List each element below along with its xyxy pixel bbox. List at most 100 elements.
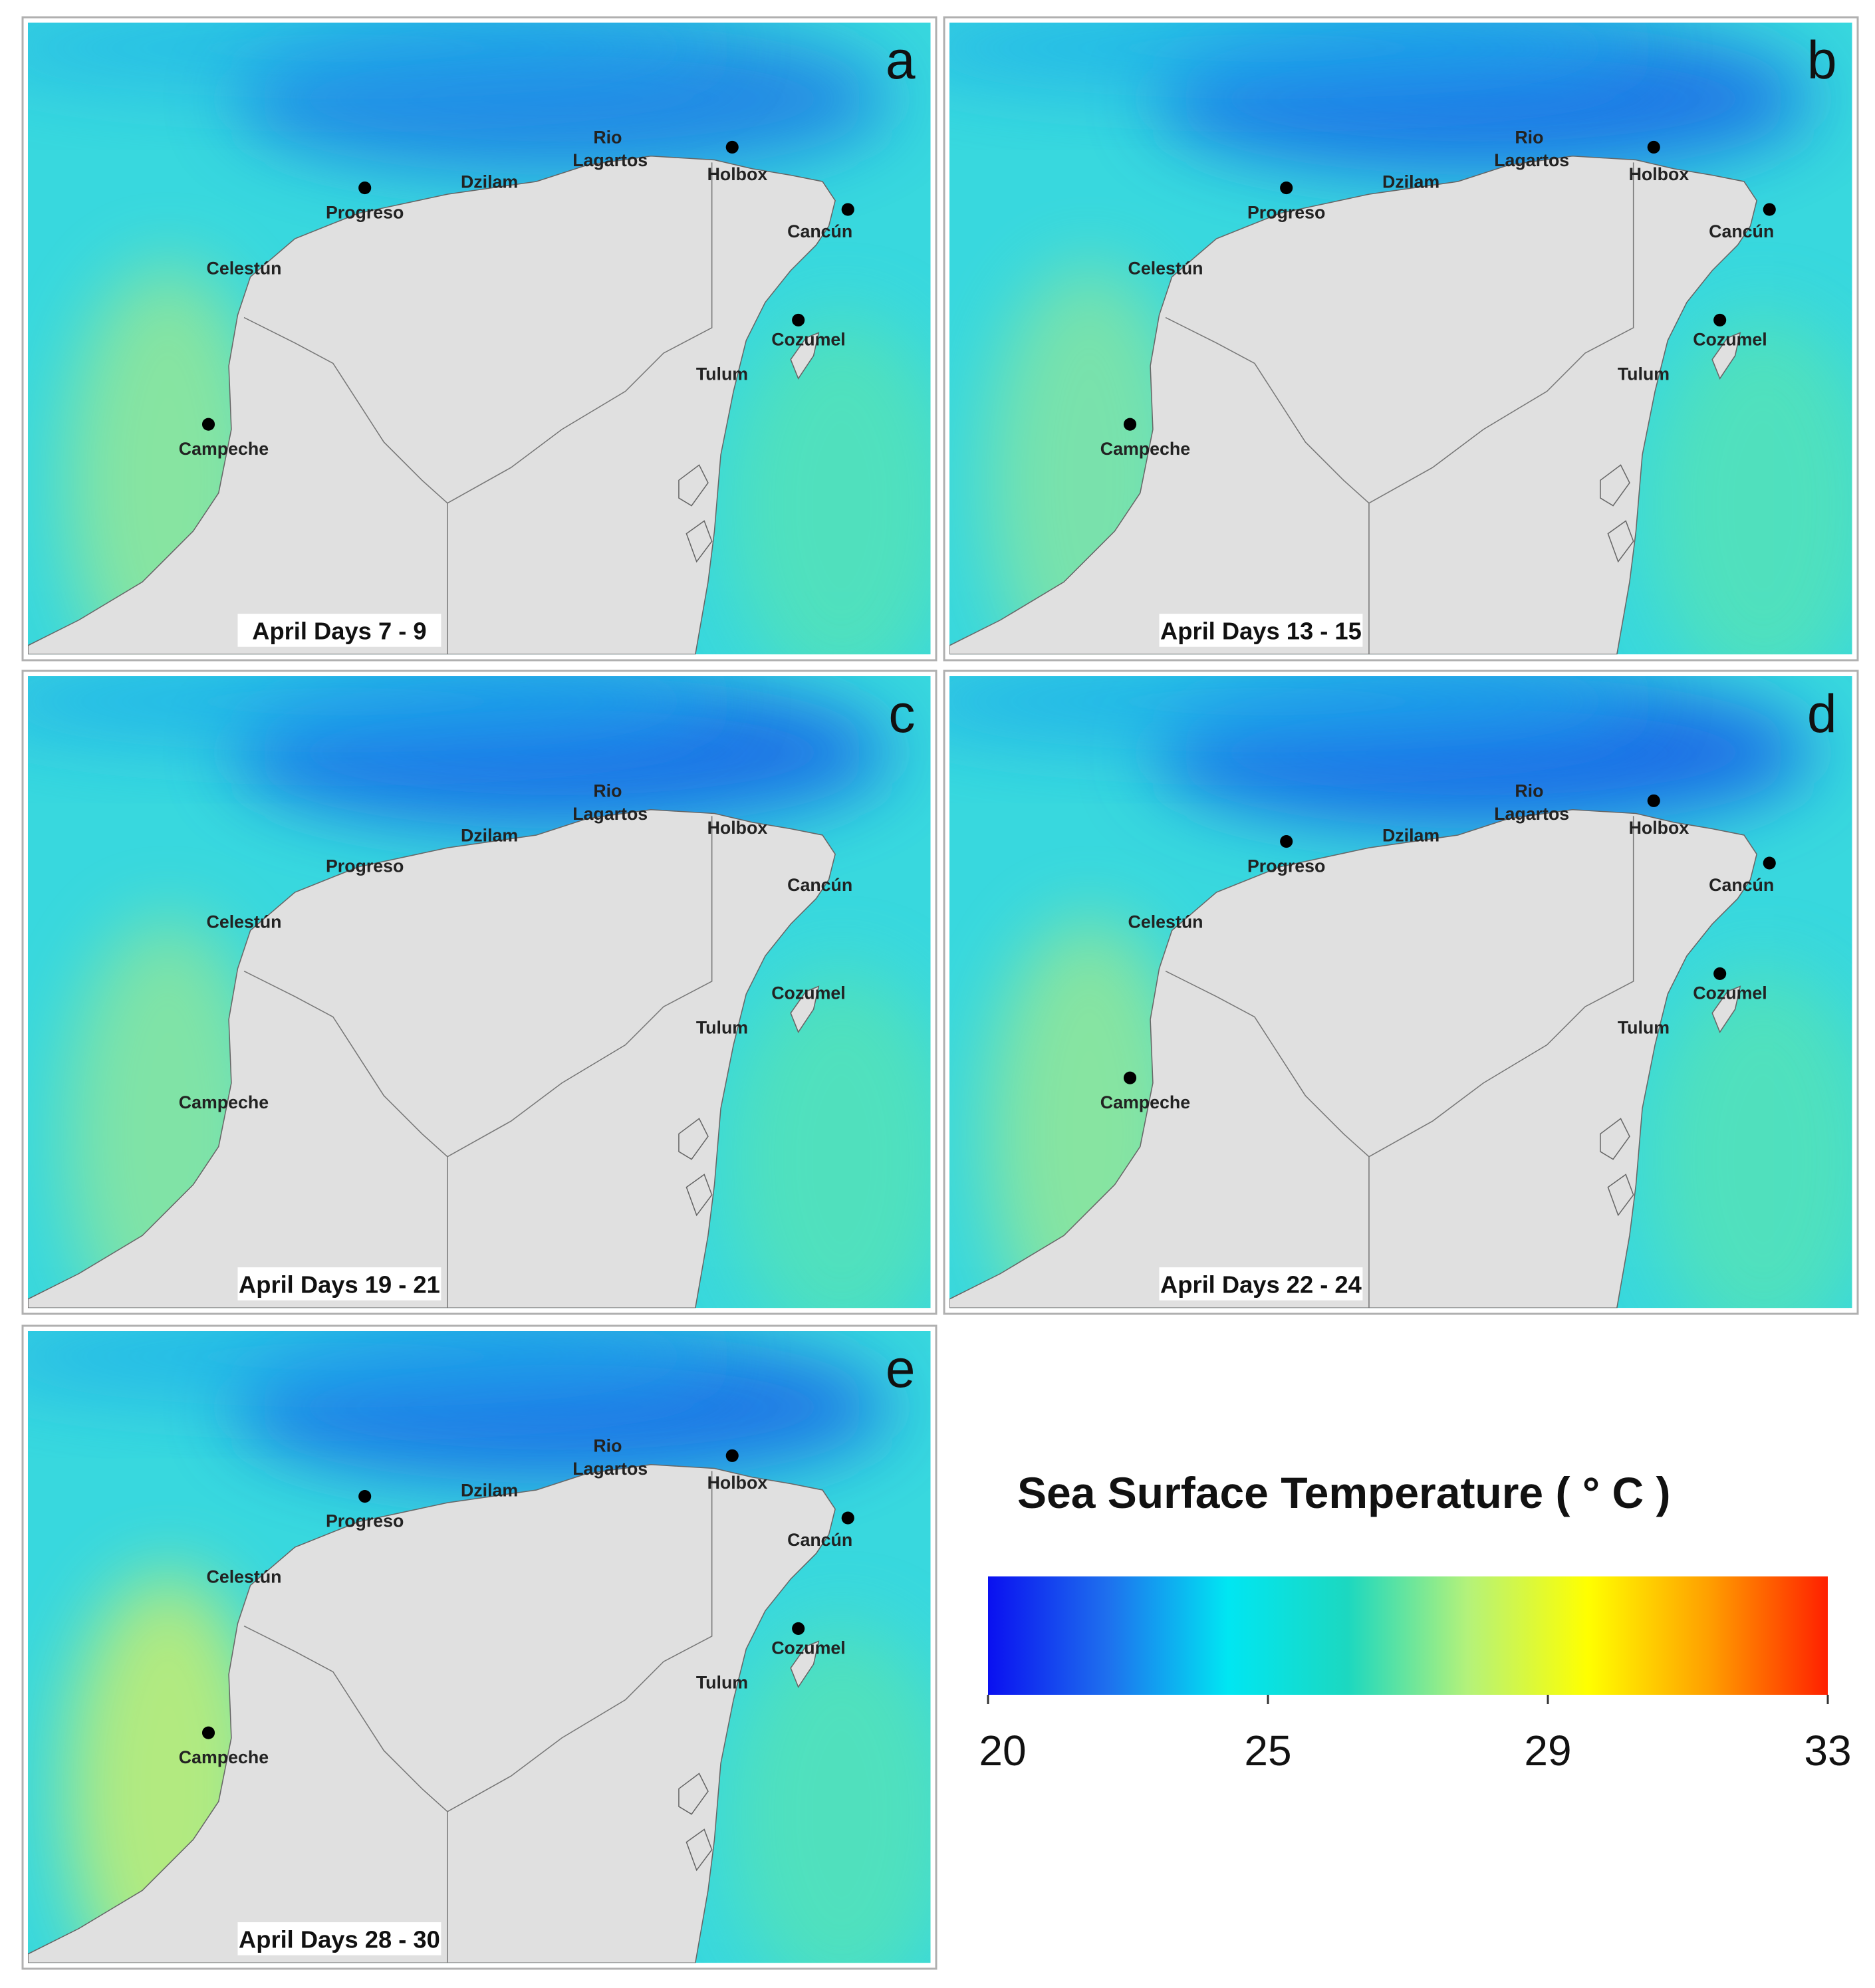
place-label: Cozumel — [1693, 330, 1767, 350]
island — [1600, 1118, 1630, 1160]
panel-letter: b — [1807, 31, 1837, 90]
place-label: Cancún — [787, 875, 852, 895]
city-dot — [1647, 794, 1660, 807]
panel-frame — [943, 670, 1859, 1315]
cool-water — [28, 23, 727, 99]
place-label: Tulum — [1618, 1017, 1670, 1037]
city-dot — [725, 140, 739, 154]
place-label: Cozumel — [771, 983, 845, 1003]
place-label: Tulum — [696, 364, 748, 384]
place-label: Campeche — [179, 1747, 269, 1767]
place-label: Holbox — [707, 1473, 768, 1493]
place-label: Holbox — [707, 818, 768, 838]
land — [949, 155, 1757, 655]
place-label: Campeche — [1100, 1092, 1190, 1112]
island — [1711, 985, 1741, 1033]
mild-water — [727, 1623, 931, 1963]
map-panel: RioLagartosHolboxProgresoDzilamCancúnCel… — [28, 23, 931, 655]
place-label: Lagartos — [572, 1459, 648, 1479]
place-label: Holbox — [1629, 818, 1689, 838]
island — [686, 1828, 713, 1872]
place-label: Cozumel — [1693, 983, 1767, 1003]
state-border — [243, 316, 448, 504]
map-panel: Rio Lagartos Holbox Progreso Dzilam Cancún Cel… — [28, 676, 931, 1308]
land — [28, 808, 836, 1308]
place-label: Tulum — [696, 1017, 748, 1037]
land — [28, 1463, 836, 1963]
place-label: Dzilam — [1382, 172, 1439, 192]
land — [949, 808, 1757, 1308]
city-dot — [358, 1490, 372, 1503]
city-dot — [1763, 856, 1776, 870]
panel-caption: April Days 19 - 21 — [239, 1271, 440, 1298]
state-border — [447, 1471, 713, 1963]
mild-water — [727, 314, 931, 655]
state-border — [1368, 816, 1634, 1308]
colorbar-tick-label: 20 — [979, 1727, 1026, 1775]
place-label: Celestún — [207, 912, 282, 932]
panel-caption: April Days 28 - 30 — [239, 1926, 440, 1953]
land — [28, 155, 836, 655]
state-border — [243, 970, 448, 1158]
state-border — [1165, 970, 1370, 1158]
place-label: Progreso — [326, 856, 404, 876]
place-label: Dzilam — [461, 826, 518, 846]
city-dot — [201, 418, 215, 431]
mild-water — [727, 968, 931, 1308]
place-label: Rio — [593, 1436, 622, 1456]
place-label: Lagartos — [572, 150, 648, 170]
panel-frame — [21, 670, 938, 1315]
island — [790, 985, 820, 1033]
panel-letter: e — [886, 1339, 916, 1399]
place-label: Dzilam — [461, 172, 518, 192]
place-label: Dzilam — [461, 1481, 518, 1501]
colorbar-tick-label: 25 — [1244, 1727, 1291, 1775]
place-label: Progreso — [326, 202, 404, 222]
island — [686, 1174, 713, 1217]
panel-letter: a — [886, 31, 916, 90]
city-dot — [201, 1726, 215, 1739]
panel-frame — [21, 1324, 938, 1970]
island — [678, 1773, 709, 1815]
place-label: Campeche — [1100, 439, 1190, 459]
city-dot — [1647, 140, 1660, 154]
panel-letter: d — [1807, 684, 1837, 744]
place-label: Progreso — [326, 1511, 404, 1531]
mild-water — [1648, 968, 1852, 1308]
colorbar-tick-label: 29 — [1524, 1727, 1571, 1775]
map-panel: RioLagartosHolboxProgresoDzilamCancúnCel… — [28, 1331, 931, 1963]
city-dot — [1713, 967, 1727, 980]
state-border — [447, 816, 713, 1308]
place-label: Campeche — [179, 439, 269, 459]
island — [678, 1118, 709, 1160]
city-dot — [1123, 418, 1137, 431]
place-label: Cancún — [1709, 221, 1774, 241]
place-label: Holbox — [707, 164, 768, 184]
place-label: Celestún — [1128, 912, 1203, 932]
city-dot — [358, 182, 372, 195]
caption-box — [237, 1267, 441, 1301]
colorbar-tick-label: 33 — [1804, 1727, 1851, 1775]
place-label: Celestún — [207, 1567, 282, 1587]
state-border — [243, 1625, 448, 1812]
colorbar-title: Sea Surface Temperature ( ° C ) — [1017, 1468, 1671, 1517]
place-label: Celestún — [1128, 259, 1203, 279]
place-label: Tulum — [696, 1672, 748, 1692]
place-label: Rio — [593, 128, 622, 148]
city-dot — [1713, 313, 1727, 326]
caption-box — [237, 1922, 441, 1955]
city-dot — [792, 313, 805, 326]
place-label: Lagartos — [572, 804, 648, 824]
place-label: Progreso — [1247, 856, 1325, 876]
panel-caption: April Days 13 - 15 — [1160, 617, 1362, 644]
mild-water — [1648, 314, 1852, 655]
cool-water — [949, 676, 1649, 753]
place-label: Cancún — [1709, 875, 1774, 895]
island — [790, 332, 820, 380]
place-label: Rio — [593, 781, 622, 801]
city-dot — [792, 1622, 805, 1635]
island — [1607, 520, 1634, 563]
place-label: Lagartos — [1494, 150, 1569, 170]
place-label: Progreso — [1247, 202, 1325, 222]
state-border — [1368, 162, 1634, 655]
